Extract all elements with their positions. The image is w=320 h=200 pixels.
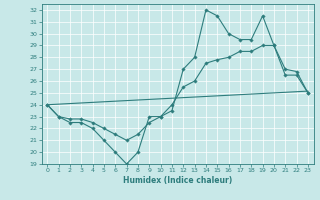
- X-axis label: Humidex (Indice chaleur): Humidex (Indice chaleur): [123, 176, 232, 185]
